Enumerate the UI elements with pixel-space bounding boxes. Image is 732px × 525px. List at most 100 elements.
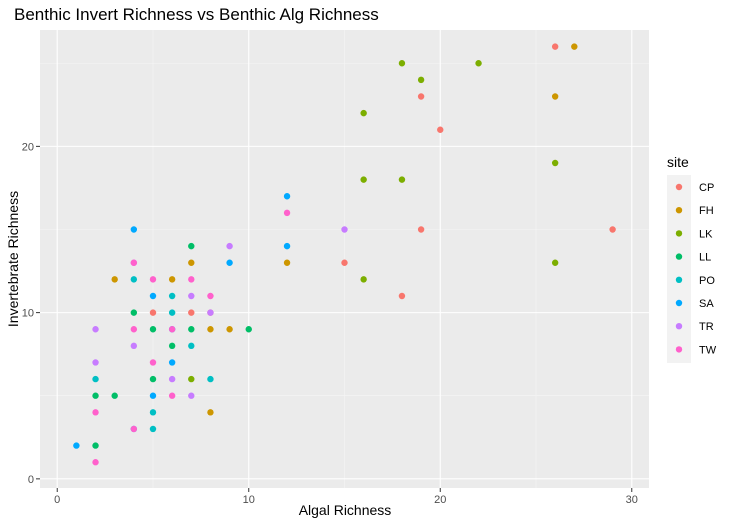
legend-label-po: PO bbox=[699, 275, 715, 287]
point-tr bbox=[130, 342, 138, 350]
legend-label-ll: LL bbox=[699, 252, 711, 264]
point-lk bbox=[360, 276, 367, 283]
legend-label-sa: SA bbox=[699, 298, 714, 310]
point-po bbox=[149, 409, 157, 416]
point-tw bbox=[188, 276, 195, 283]
point-tw bbox=[130, 425, 138, 433]
point-fh bbox=[571, 43, 578, 50]
point-tw bbox=[207, 292, 214, 300]
chart-title: Benthic Invert Richness vs Benthic Alg R… bbox=[14, 5, 379, 24]
point-fh bbox=[207, 409, 214, 416]
point-tw bbox=[149, 276, 157, 283]
point-tw bbox=[168, 326, 176, 333]
point-tr bbox=[92, 359, 99, 366]
y-tick-label: 0 bbox=[28, 474, 34, 486]
point-ll bbox=[188, 326, 195, 333]
point-ll bbox=[111, 392, 118, 399]
point-tr bbox=[188, 292, 195, 300]
point-lk bbox=[398, 60, 406, 67]
legend-label-tr: TR bbox=[699, 321, 714, 333]
point-tr bbox=[207, 309, 214, 316]
x-tick-label: 30 bbox=[626, 494, 638, 506]
point-tw bbox=[92, 459, 99, 466]
point-fh bbox=[226, 326, 233, 333]
point-fh bbox=[168, 276, 176, 283]
legend-label-fh: FH bbox=[699, 205, 714, 217]
x-tick-label: 0 bbox=[54, 494, 60, 506]
point-po bbox=[168, 309, 176, 316]
point-cp bbox=[417, 93, 425, 100]
legend-key-fh bbox=[675, 207, 683, 214]
point-sa bbox=[149, 292, 157, 300]
legend-key-tw bbox=[675, 346, 683, 353]
legend-key-sa bbox=[675, 299, 683, 307]
point-tr bbox=[226, 242, 233, 250]
point-tw bbox=[283, 209, 291, 217]
x-tick-label: 10 bbox=[243, 494, 255, 506]
point-tr bbox=[188, 392, 195, 399]
point-sa bbox=[283, 242, 291, 250]
point-ll bbox=[149, 375, 157, 383]
point-fh bbox=[551, 93, 559, 100]
point-fh bbox=[283, 259, 291, 266]
point-lk bbox=[188, 375, 195, 383]
x-axis-title: Algal Richness bbox=[299, 502, 392, 518]
point-sa bbox=[283, 193, 291, 200]
point-ll bbox=[168, 342, 176, 350]
point-tr bbox=[341, 226, 348, 233]
data-points bbox=[73, 43, 616, 466]
legend-key-ll bbox=[675, 253, 683, 260]
gridlines bbox=[40, 30, 649, 488]
point-ll bbox=[92, 442, 99, 449]
point-fh bbox=[207, 326, 214, 333]
legend: site CP FH LK LL PO SA TR TW bbox=[667, 154, 717, 363]
point-sa bbox=[130, 226, 138, 233]
point-tw bbox=[149, 359, 157, 366]
point-tw bbox=[168, 392, 176, 399]
point-tw bbox=[92, 409, 99, 416]
point-po bbox=[207, 375, 214, 383]
point-po bbox=[168, 292, 176, 300]
point-tr bbox=[168, 375, 176, 383]
point-tw bbox=[130, 326, 138, 333]
point-lk bbox=[551, 259, 559, 266]
point-lk bbox=[360, 176, 367, 183]
point-ll bbox=[188, 242, 195, 250]
legend-title: site bbox=[667, 154, 689, 170]
point-po bbox=[188, 342, 195, 350]
legend-key-lk bbox=[675, 230, 683, 237]
point-cp bbox=[417, 226, 425, 233]
legend-key-tr bbox=[675, 323, 683, 330]
point-cp bbox=[437, 126, 444, 133]
point-ll bbox=[245, 326, 252, 333]
point-ll bbox=[130, 309, 138, 316]
legend-label-lk: LK bbox=[699, 228, 713, 240]
point-ll bbox=[92, 392, 99, 399]
point-cp bbox=[188, 309, 195, 316]
point-tw bbox=[130, 259, 138, 266]
y-tick-label: 10 bbox=[22, 308, 34, 320]
x-tick-label: 20 bbox=[434, 494, 446, 506]
point-lk bbox=[417, 76, 425, 84]
axes: 0 10 20 30 0 10 20 bbox=[22, 141, 638, 506]
legend-key-background bbox=[667, 175, 691, 363]
point-fh bbox=[188, 259, 195, 266]
point-lk bbox=[398, 176, 406, 183]
point-po bbox=[149, 425, 157, 433]
legend-key-cp bbox=[675, 183, 683, 191]
point-po bbox=[130, 276, 138, 283]
point-sa bbox=[226, 259, 233, 266]
point-sa bbox=[168, 359, 176, 366]
legend-label-cp: CP bbox=[699, 182, 714, 194]
point-cp bbox=[551, 43, 559, 50]
point-lk bbox=[360, 109, 367, 117]
point-cp bbox=[149, 309, 157, 316]
point-tr bbox=[92, 326, 99, 333]
legend-key-po bbox=[675, 276, 683, 283]
point-lk bbox=[475, 60, 482, 67]
point-ll bbox=[149, 326, 157, 333]
point-po bbox=[92, 375, 99, 383]
point-cp bbox=[398, 292, 406, 300]
y-tick-label: 20 bbox=[22, 141, 34, 153]
